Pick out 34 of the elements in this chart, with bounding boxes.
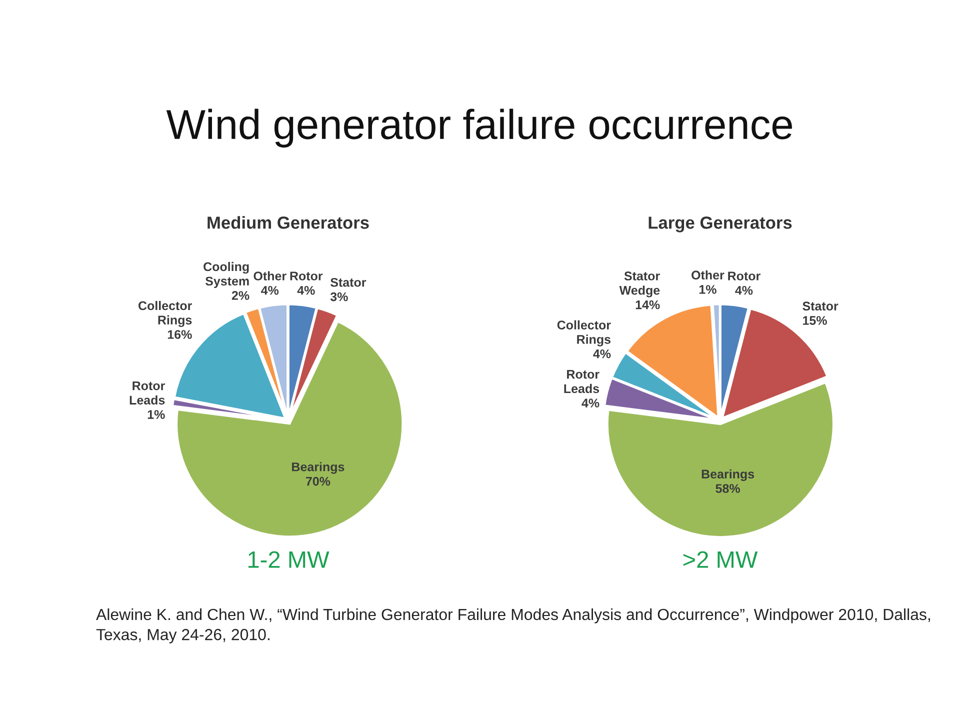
chart-title: Medium Generators <box>208 216 369 229</box>
slice-label: Rotor <box>728 272 760 280</box>
text: >2 MW <box>683 551 758 568</box>
slice-label: Cooling System <box>204 262 249 288</box>
slice-label: Bearings <box>702 469 754 482</box>
slice-label: Rotor <box>290 272 323 280</box>
slice-label: Bearings <box>292 462 344 474</box>
data-label: 16% <box>168 330 192 339</box>
slice-label: Collector Rings <box>138 300 192 328</box>
data-label: 1% <box>148 410 165 419</box>
data-label: 58% <box>716 484 740 493</box>
slice-label: Rotor Leads <box>564 370 600 394</box>
text: 1-2 MW <box>248 551 330 568</box>
data-label: 2% <box>232 291 250 300</box>
chart-title: Large Generators <box>648 216 792 232</box>
data-label: 4% <box>261 286 279 295</box>
slice-label: Stator <box>802 302 838 311</box>
slice-label: Stator <box>330 278 366 287</box>
slice-label: Other <box>692 270 724 280</box>
text: Wind generator failure occurrence <box>166 108 792 148</box>
slice-label: Collector Rings <box>557 320 611 346</box>
data-label: 4% <box>735 286 753 295</box>
data-label: 4% <box>582 398 600 408</box>
data-label: 4% <box>593 349 611 358</box>
text: Alewine K. and Chen W., “Wind Turbine Generator Failure Modes Analysis and Occurrence”, Windpower 2010, Dallas, Texas, May 24-26, 2010. <box>96 608 930 644</box>
data-label: 70% <box>306 476 330 486</box>
slice-label: Other <box>254 271 286 280</box>
data-label: 4% <box>297 286 315 295</box>
slice-label: Rotor Leads <box>130 381 165 405</box>
data-label: 1% <box>699 285 716 294</box>
data-label: 15% <box>803 316 827 325</box>
slice-label: Stator Wedge <box>619 272 660 298</box>
data-label: 14% <box>636 300 660 310</box>
data-label: 3% <box>330 292 348 302</box>
